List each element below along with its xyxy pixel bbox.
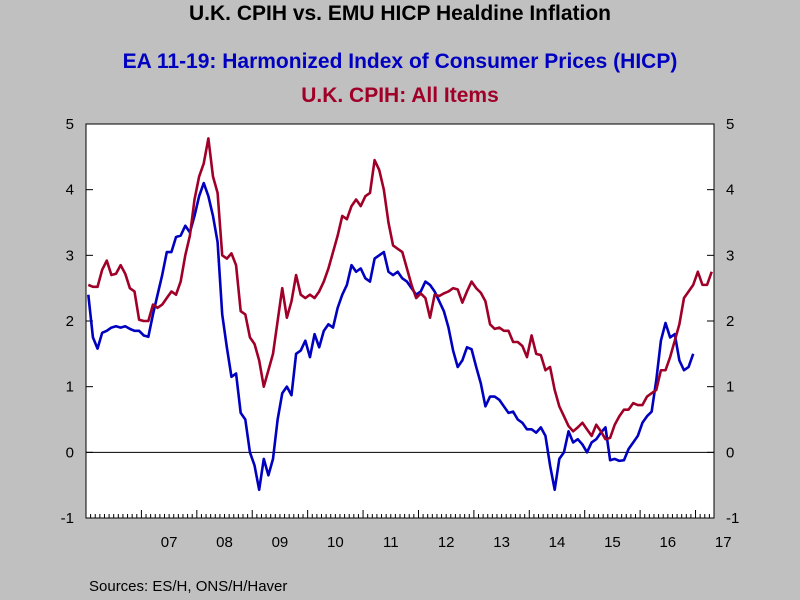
y-tick-label-left: 3: [66, 247, 74, 264]
y-tick-label-right: 3: [726, 247, 734, 264]
series-2-title: U.K. CPIH: All Items: [301, 84, 499, 107]
x-tick-label: 17: [715, 534, 732, 551]
series-line-hicp: [87, 181, 695, 492]
source-note: Sources: ES/H, ONS/H/Haver: [89, 578, 288, 595]
x-tick-label: 12: [438, 534, 455, 551]
y-tick-label-left: 2: [66, 313, 74, 330]
y-tick-label-left: 4: [66, 182, 74, 199]
y-tick-label-right: -1: [726, 510, 739, 527]
x-tick-label: 15: [604, 534, 621, 551]
series-layer: [87, 137, 713, 492]
y-tick-label-left: -1: [61, 510, 74, 527]
series-line-cpih: [87, 137, 713, 441]
y-tick-label-right: 5: [726, 116, 734, 133]
y-tick-label-left: 1: [66, 379, 74, 396]
x-tick-label: 11: [383, 534, 399, 551]
chart-title: U.K. CPIH vs. EMU HICP Healdine Inflatio…: [188, 2, 611, 25]
x-tick-label: 10: [327, 534, 344, 551]
plot-area: [85, 123, 715, 519]
y-tick-label-right: 2: [726, 313, 734, 330]
x-axis: 07 08 09 10 11 12 13 14 15 16 17: [85, 510, 732, 551]
x-tick-label: 07: [161, 534, 178, 551]
x-tick-label: 13: [493, 534, 510, 551]
x-tick-label: 14: [549, 534, 566, 551]
y-tick-label-left: 0: [66, 444, 74, 461]
series-1-title: EA 11-19: Harmonized Index of Consumer P…: [122, 50, 678, 73]
x-tick-label: 08: [216, 534, 233, 551]
x-tick-label: 09: [272, 534, 289, 551]
y-tick-label-left: 5: [66, 116, 74, 133]
y-tick-label-right: 1: [726, 379, 734, 396]
y-tick-label-right: 4: [726, 182, 734, 199]
y-tick-label-right: 0: [726, 444, 734, 461]
right-axis: -1 0 1 2 3 4 5: [707, 116, 739, 527]
x-tick-label: 16: [659, 534, 676, 551]
